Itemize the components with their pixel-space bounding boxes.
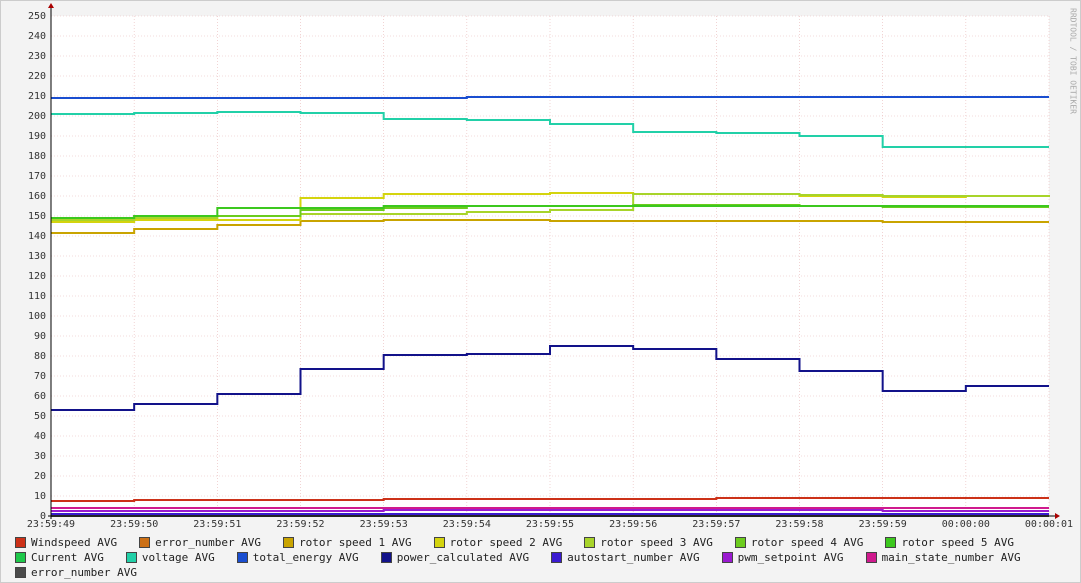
legend-item: rotor speed 3 AVG xyxy=(584,535,713,549)
x-tick-label: 23:59:59 xyxy=(859,519,907,530)
y-tick-label: 180 xyxy=(28,151,46,162)
y-tick-label: 120 xyxy=(28,271,46,282)
legend-item: main_state_number AVG xyxy=(865,550,1021,564)
y-tick-label: 210 xyxy=(28,91,46,102)
legend-item: rotor speed 1 AVG xyxy=(283,535,412,549)
legend-item: error_number AVG xyxy=(139,535,261,549)
x-tick-label: 23:59:52 xyxy=(276,519,324,530)
legend-label: pwm_setpoint AVG xyxy=(737,550,844,564)
y-tick-label: 190 xyxy=(28,131,46,142)
legend-label: rotor speed 5 AVG xyxy=(901,535,1015,549)
y-tick-label: 200 xyxy=(28,111,46,122)
legend-item: voltage AVG xyxy=(125,550,215,564)
y-tick-label: 130 xyxy=(28,251,46,262)
series-line xyxy=(51,111,1049,148)
y-axis-arrow xyxy=(48,3,54,8)
legend-label: rotor speed 2 AVG xyxy=(449,535,563,549)
y-tick-label: 90 xyxy=(34,331,46,342)
y-tick-label: 60 xyxy=(34,391,46,402)
y-tick-label: 230 xyxy=(28,51,46,62)
y-tick-label: 240 xyxy=(28,31,46,42)
y-tick-label: 70 xyxy=(34,371,46,382)
legend-swatch xyxy=(584,536,596,548)
legend-swatch xyxy=(380,551,392,563)
series-line xyxy=(51,205,1049,219)
side-label: RRDTOOL / TOBI OETIKER xyxy=(1069,8,1078,114)
legend-item: rotor speed 2 AVG xyxy=(433,535,563,549)
legend-label: voltage AVG xyxy=(141,550,215,564)
y-tick-label: 140 xyxy=(28,231,46,242)
x-tick-label: 23:59:51 xyxy=(193,519,241,530)
x-tick-label: 23:59:53 xyxy=(360,519,408,530)
legend-swatch xyxy=(236,551,248,563)
x-tick-label: 23:59:49 xyxy=(27,519,75,530)
legend-item: total_energy AVG xyxy=(236,550,359,564)
y-tick-label: 30 xyxy=(34,451,46,462)
y-tick-label: 110 xyxy=(28,291,46,302)
legend-swatch xyxy=(721,551,733,563)
legend-swatch xyxy=(433,536,445,548)
y-tick-label: 150 xyxy=(28,211,46,222)
legend-label: autostart_number AVG xyxy=(567,550,700,564)
y-tick-label: 50 xyxy=(34,411,46,422)
legend-swatch xyxy=(15,566,26,578)
legend-item: pwm_setpoint AVG xyxy=(721,550,844,564)
legend-label: power_calculated AVG xyxy=(396,550,530,564)
legend-label: main_state_number AVG xyxy=(881,550,1021,564)
x-axis-arrow xyxy=(1055,513,1060,519)
legend-label: error_number AVG xyxy=(155,535,262,549)
y-tick-label: 10 xyxy=(34,491,46,502)
legend-label: Current AVG xyxy=(31,550,104,564)
x-tick-label: 23:59:55 xyxy=(526,519,574,530)
legend-label: total_energy AVG xyxy=(252,550,359,564)
y-tick-label: 0 xyxy=(40,511,46,522)
legend-label: rotor speed 3 AVG xyxy=(600,535,713,549)
y-tick-label: 20 xyxy=(34,471,46,482)
series-line xyxy=(51,219,1049,234)
legend-item: autostart_number AVG xyxy=(551,550,700,564)
legend-swatch xyxy=(15,551,26,563)
legend-item: power_calculated AVG xyxy=(380,550,530,564)
legend-item: rotor speed 4 AVG xyxy=(734,535,864,549)
legend-swatch xyxy=(865,551,877,563)
legend-swatch xyxy=(283,536,295,548)
legend-item: Windspeed AVG xyxy=(15,535,117,549)
legend-label: rotor speed 4 AVG xyxy=(750,535,864,549)
legend-item: Current AVG xyxy=(15,550,104,564)
series-line xyxy=(51,509,1049,512)
legend-swatch xyxy=(15,536,26,548)
x-tick-label: 00:00:00 xyxy=(942,519,990,530)
x-tick-label: 23:59:56 xyxy=(609,519,657,530)
y-tick-label: 160 xyxy=(28,191,46,202)
x-tick-label: 00:00:01 xyxy=(1025,519,1073,530)
legend-item: rotor speed 5 AVG xyxy=(885,535,1014,549)
y-tick-label: 40 xyxy=(34,431,46,442)
x-tick-label: 23:59:54 xyxy=(443,519,491,530)
legend-swatch xyxy=(551,551,563,563)
y-tick-label: 220 xyxy=(28,71,46,82)
legend-swatch xyxy=(125,551,137,563)
y-tick-label: 100 xyxy=(28,311,46,322)
x-tick-label: 23:59:57 xyxy=(692,519,740,530)
x-tick-label: 23:59:58 xyxy=(775,519,823,530)
series-line xyxy=(51,96,1049,99)
series-line xyxy=(51,345,1049,411)
y-tick-label: 80 xyxy=(34,351,46,362)
x-tick-label: 23:59:50 xyxy=(110,519,158,530)
legend-label: error_number AVG xyxy=(31,565,137,579)
chart: RRDTOOL / TOBI OETIKER 0 10 20 30 40 50 60 70 80… xyxy=(27,3,1078,530)
legend-swatch xyxy=(139,536,151,548)
legend-swatch xyxy=(885,536,897,548)
legend-swatch xyxy=(734,536,746,548)
y-tick-label: 250 xyxy=(28,11,46,22)
legend: Windspeed AVG error_number AVG rotor speed… xyxy=(15,535,1075,579)
series-line xyxy=(51,497,1049,502)
legend-item: error_number AVG xyxy=(15,565,137,579)
legend-label: rotor speed 1 AVG xyxy=(299,535,412,549)
legend-label: Windspeed AVG xyxy=(31,535,118,549)
y-tick-label: 170 xyxy=(28,171,46,182)
